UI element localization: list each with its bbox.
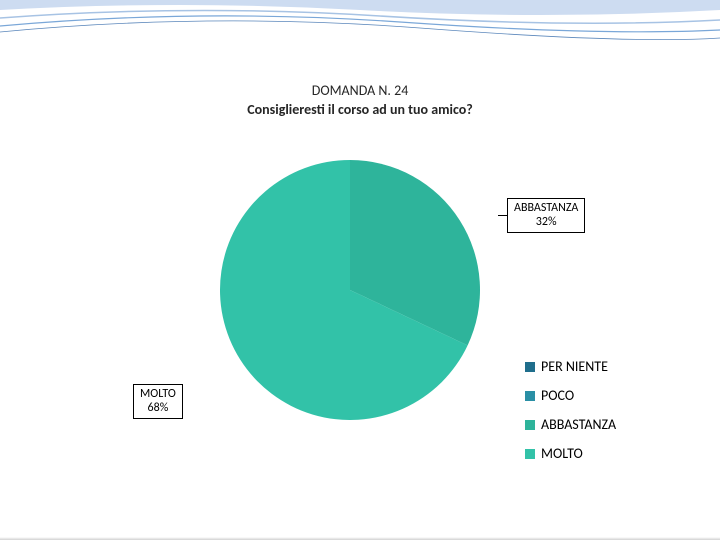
pie-chart [220, 160, 480, 420]
legend-swatch [525, 362, 535, 372]
legend-label: POCO [541, 387, 574, 404]
legend: PER NIENTE POCO ABBASTANZA MOLTO [525, 358, 616, 474]
callout-molto-label: MOLTO [140, 387, 176, 401]
legend-item-per-niente: PER NIENTE [525, 358, 616, 375]
legend-swatch [525, 420, 535, 430]
legend-swatch [525, 391, 535, 401]
callout-abbastanza-value: 32% [514, 215, 578, 229]
legend-swatch [525, 449, 535, 459]
callout-abbastanza-label: ABBASTANZA [514, 201, 578, 215]
legend-label: PER NIENTE [541, 358, 608, 375]
legend-label: MOLTO [541, 445, 583, 462]
callout-abbastanza: ABBASTANZA 32% [507, 198, 585, 233]
chart-title: DOMANDA N. 24 Consiglieresti il corso ad… [0, 82, 720, 118]
legend-item-abbastanza: ABBASTANZA [525, 416, 616, 433]
callout-molto: MOLTO 68% [133, 384, 183, 419]
legend-item-molto: MOLTO [525, 445, 616, 462]
pie-svg [220, 160, 480, 420]
legend-item-poco: POCO [525, 387, 616, 404]
slide-top-border [0, 0, 720, 44]
legend-label: ABBASTANZA [541, 416, 616, 433]
title-line-1: DOMANDA N. 24 [0, 82, 720, 99]
title-line-2: Consiglieresti il corso ad un tuo amico? [0, 101, 720, 118]
callout-molto-value: 68% [140, 401, 176, 415]
